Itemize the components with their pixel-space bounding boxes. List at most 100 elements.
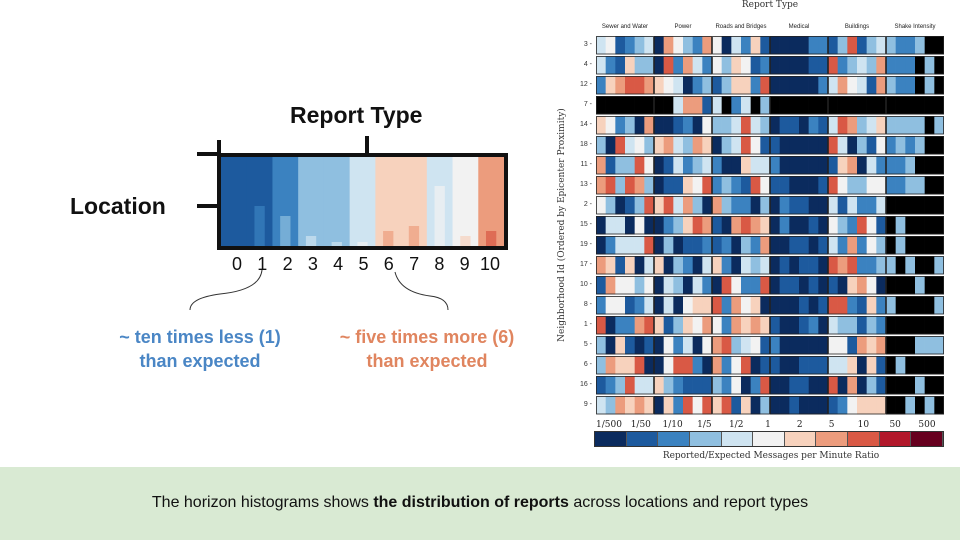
horizon-cell [760,376,771,395]
horizon-cell [799,136,809,155]
horizon-cell [654,356,664,375]
horizon-cell [663,256,674,275]
horizon-cell [673,356,684,375]
horizon-cell [692,236,703,255]
demo-bar [357,242,368,246]
horizon-cell [615,276,626,295]
horizon-cell [683,296,693,315]
horizon-cell [673,216,684,235]
horizon-cell [644,376,655,395]
horizon-cell [915,76,925,95]
horizon-cell [750,36,761,55]
horizon-cell [857,196,867,215]
horizon-frame [654,276,712,295]
horizon-cell [692,196,703,215]
horizon-cell [741,236,751,255]
horizon-frame [712,56,770,75]
horizon-cell [673,156,684,175]
horizon-cell [924,96,935,115]
scale-swatch [689,432,722,446]
horizon-cell [721,356,732,375]
horizon-frame [596,36,654,55]
horizon-cell [634,376,645,395]
horizon-cell [750,216,761,235]
horizon-cell [828,316,838,335]
horizon-frame [596,356,654,375]
horizon-cell [837,356,848,375]
horizon-cell [654,176,664,195]
row-label: 10 - [579,281,592,288]
horizon-cell [895,36,906,55]
row-label: 13 - [579,181,592,188]
horizon-cell [808,396,819,415]
horizon-frame [886,156,944,175]
horizon-cell [886,216,896,235]
horizon-frame [654,216,712,235]
horizon-frame [712,116,770,135]
horizon-cell [712,396,722,415]
horizon-cell [808,116,819,135]
horizon-cell [915,36,925,55]
horizon-cell [741,56,751,75]
horizon-cell [683,316,693,335]
demo-horizon-strip [217,153,508,250]
horizon-cell [799,296,809,315]
horizon-cell [625,116,635,135]
category-label: Shake Intensity [894,24,936,30]
horizon-cell [837,116,848,135]
horizon-cell [924,236,935,255]
horizon-frame [712,176,770,195]
horizon-cell [915,136,925,155]
horizon-cell [828,296,838,315]
horizon-frame [828,116,886,135]
horizon-cell [857,236,867,255]
horizon-cell [731,316,742,335]
scale-label: 1/5 [697,420,712,430]
row-label: 15 - [579,221,592,228]
horizon-cell [799,96,809,115]
horizon-frame [828,156,886,175]
horizon-cell [818,276,829,295]
horizon-frame [886,376,944,395]
horizon-cell [750,56,761,75]
horizon-cell [934,336,944,355]
horizon-cell [605,76,616,95]
horizon-cell [712,276,722,295]
demo-axis-label: 2 [282,254,293,274]
horizon-cell [625,276,635,295]
horizon-cell [741,196,751,215]
horizon-cell [857,256,867,275]
horizon-cell [866,156,877,175]
demo-axis-label: 10 [479,254,501,274]
demo-axis-label: 4 [333,254,344,274]
horizon-cell [634,156,645,175]
horizon-cell [731,76,742,95]
horizon-cell [808,256,819,275]
horizon-cell [692,216,703,235]
horizon-frame [712,36,770,55]
horizon-cell [779,56,790,75]
scale-label: 2 [796,420,803,430]
horizon-cell [818,256,829,275]
horizon-cell [818,196,829,215]
horizon-cell [712,376,722,395]
horizon-cell [799,76,809,95]
horizon-cell [663,56,674,75]
horizon-cell [770,116,780,135]
horizon-cell [808,296,819,315]
horizon-cell [847,256,858,275]
horizon-cell [770,196,780,215]
horizon-cell [605,236,616,255]
horizon-frame [654,36,712,55]
horizon-cell [924,396,935,415]
footer-caption: The horizon histograms shows the distrib… [0,494,960,512]
horizon-cell [895,296,906,315]
horizon-cell [770,236,780,255]
horizon-cell [876,36,887,55]
horizon-cell [886,196,896,215]
horizon-cell [741,136,751,155]
horizon-frame [712,316,770,335]
horizon-cell [915,216,925,235]
horizon-cell [663,156,674,175]
horizon-frame [654,316,712,335]
